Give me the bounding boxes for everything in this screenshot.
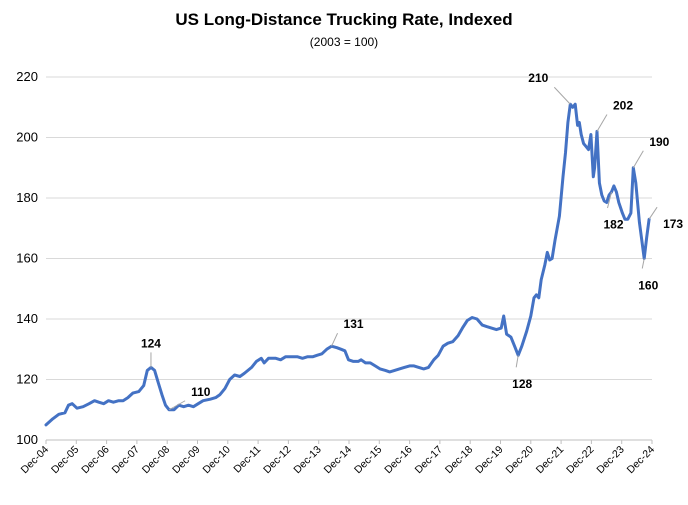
x-tick-label: Dec-22 xyxy=(564,444,597,477)
y-tick-label: 180 xyxy=(16,190,38,205)
annotation-leader xyxy=(515,355,519,368)
data-label: 160 xyxy=(638,278,658,292)
x-tick-label: Dec-13 xyxy=(291,444,324,477)
annotation-leader xyxy=(632,150,644,169)
data-label: 124 xyxy=(141,336,161,350)
data-label: 131 xyxy=(344,317,364,331)
data-label: 182 xyxy=(604,218,624,232)
x-tick-label: Dec-21 xyxy=(534,444,567,477)
x-tick-label: Dec-12 xyxy=(261,444,294,477)
annotation-leader xyxy=(168,400,186,411)
chart-title: US Long-Distance Trucking Rate, Indexed xyxy=(175,10,513,29)
y-tick-label: 200 xyxy=(16,130,38,145)
x-tick-label: Dec-07 xyxy=(110,444,143,477)
series-line xyxy=(44,102,651,427)
x-tick-label: Dec-18 xyxy=(443,444,476,477)
y-tick-label: 100 xyxy=(16,432,38,447)
data-label: 173 xyxy=(663,217,683,231)
x-tick-label: Dec-23 xyxy=(594,444,627,477)
y-tick-label: 120 xyxy=(16,372,38,387)
x-tick-label: Dec-20 xyxy=(503,444,536,477)
data-label: 110 xyxy=(191,385,211,399)
annotation-leader xyxy=(331,333,339,347)
chart-subtitle: (2003 = 100) xyxy=(309,35,379,49)
data-label: 190 xyxy=(649,135,669,149)
gridlines xyxy=(46,76,652,441)
x-tick-label: Dec-04 xyxy=(19,444,52,477)
data-label: 210 xyxy=(528,71,548,85)
x-tick-label: Dec-15 xyxy=(352,444,385,477)
annotation-leader xyxy=(641,258,645,269)
data-label: 202 xyxy=(613,98,633,112)
annotation-leader xyxy=(553,86,571,105)
y-tick-label: 160 xyxy=(16,251,38,266)
y-axis: 100 120 140 160 180 200 220 xyxy=(16,69,38,447)
x-axis: Dec-04Dec-05Dec-06Dec-07Dec-08Dec-09Dec-… xyxy=(19,439,658,477)
x-tick-label: Dec-17 xyxy=(413,444,446,477)
data-labels: 124 110 131 128 210 202 182 190 160 173 xyxy=(141,71,683,411)
x-tick-label: Dec-10 xyxy=(200,444,233,477)
series-layer xyxy=(44,102,651,427)
x-tick-label: Dec-08 xyxy=(140,444,173,477)
x-tick-label: Dec-05 xyxy=(49,444,82,477)
annotation-leader xyxy=(607,191,613,209)
data-label: 128 xyxy=(512,377,532,391)
x-tick-label: Dec-19 xyxy=(473,444,506,477)
x-tick-label: Dec-24 xyxy=(625,444,658,477)
x-tick-label: Dec-16 xyxy=(382,444,415,477)
y-tick-label: 140 xyxy=(16,311,38,326)
annotation-leader xyxy=(596,114,608,132)
y-tick-label: 220 xyxy=(16,69,38,84)
x-tick-label: Dec-09 xyxy=(170,444,203,477)
x-tick-label: Dec-06 xyxy=(79,444,112,477)
annotation-leader xyxy=(648,206,658,220)
x-tick-label: Dec-11 xyxy=(231,444,263,476)
x-tick-label: Dec-14 xyxy=(322,444,355,477)
